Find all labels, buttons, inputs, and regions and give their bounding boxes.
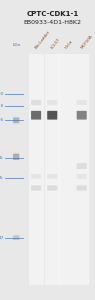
FancyBboxPatch shape: [77, 100, 87, 105]
Text: 220: 220: [0, 92, 4, 96]
Text: CPTC-CDK1-1: CPTC-CDK1-1: [26, 11, 78, 16]
FancyBboxPatch shape: [31, 111, 41, 120]
Text: 150: 150: [0, 104, 4, 108]
Text: 17: 17: [0, 236, 4, 240]
Bar: [45, 54, 60, 285]
Text: Bio-Ladder: Bio-Ladder: [34, 29, 51, 50]
Bar: [74, 54, 89, 285]
Text: 116: 116: [0, 118, 4, 122]
FancyBboxPatch shape: [31, 174, 41, 179]
Text: EB0933-4D1-H8K2: EB0933-4D1-H8K2: [23, 20, 81, 25]
FancyBboxPatch shape: [13, 235, 19, 240]
Text: kDa: kDa: [12, 43, 20, 46]
FancyBboxPatch shape: [31, 185, 41, 190]
FancyBboxPatch shape: [47, 185, 57, 190]
FancyBboxPatch shape: [77, 111, 87, 120]
FancyBboxPatch shape: [47, 100, 57, 105]
Bar: [28, 54, 44, 285]
Text: HeLa: HeLa: [65, 39, 74, 50]
Bar: [59, 54, 74, 285]
FancyBboxPatch shape: [13, 117, 19, 123]
FancyBboxPatch shape: [47, 174, 57, 179]
FancyBboxPatch shape: [31, 100, 41, 105]
FancyBboxPatch shape: [77, 174, 87, 179]
FancyBboxPatch shape: [77, 163, 87, 169]
FancyBboxPatch shape: [13, 154, 19, 160]
Text: 55: 55: [0, 156, 4, 160]
Text: MCF10A: MCF10A: [80, 34, 93, 50]
FancyBboxPatch shape: [47, 111, 57, 120]
FancyBboxPatch shape: [77, 185, 87, 190]
Text: 45: 45: [0, 176, 4, 180]
Text: LCL57: LCL57: [50, 37, 61, 50]
